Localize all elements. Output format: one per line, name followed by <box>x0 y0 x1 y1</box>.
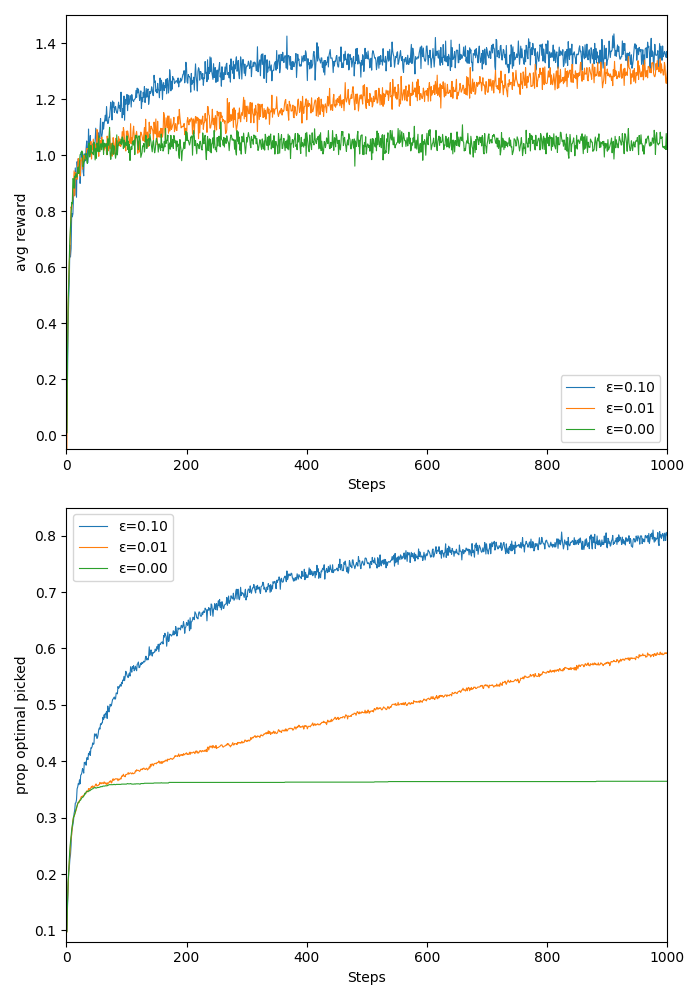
ε=0.10 <box>327 564 335 576</box>
Line: ε=0.10: ε=0.10 <box>67 530 667 932</box>
ε=0.10 <box>305 568 314 580</box>
ε=0.01 <box>663 64 671 76</box>
ε=0.00 <box>542 776 550 788</box>
ε=0.10 <box>531 538 540 550</box>
ε=0.01 <box>531 668 540 680</box>
ε=0.10 <box>124 89 132 101</box>
ε=0.10 <box>531 43 540 55</box>
ε=0.00 <box>663 138 671 150</box>
ε=0.10 <box>663 530 671 542</box>
ε=0.01 <box>63 926 71 938</box>
Legend: ε=0.10, ε=0.01, ε=0.00: ε=0.10, ε=0.01, ε=0.00 <box>561 375 661 442</box>
ε=0.01 <box>63 444 71 456</box>
ε=0.01 <box>542 667 550 679</box>
ε=0.10 <box>63 926 71 938</box>
ε=0.01 <box>305 98 314 110</box>
ε=0.00 <box>531 129 540 141</box>
Line: ε=0.10: ε=0.10 <box>67 34 667 433</box>
Line: ε=0.00: ε=0.00 <box>67 781 667 931</box>
ε=0.01 <box>327 713 335 725</box>
ε=0.00 <box>63 427 71 439</box>
ε=0.00 <box>476 132 484 144</box>
ε=0.10 <box>124 672 132 684</box>
ε=0.01 <box>531 58 540 70</box>
ε=0.01 <box>327 99 335 111</box>
ε=0.00 <box>531 776 540 788</box>
Y-axis label: prop optimal picked: prop optimal picked <box>15 655 29 794</box>
ε=0.01 <box>624 50 633 62</box>
Line: ε=0.01: ε=0.01 <box>67 652 667 932</box>
ε=0.10 <box>475 40 484 52</box>
ε=0.01 <box>124 128 132 140</box>
ε=0.00 <box>63 925 71 937</box>
ε=0.00 <box>663 775 671 787</box>
Line: ε=0.00: ε=0.00 <box>67 122 667 433</box>
ε=0.10 <box>63 427 71 439</box>
X-axis label: Steps: Steps <box>347 478 386 492</box>
ε=0.00 <box>124 778 132 790</box>
ε=0.00 <box>328 139 336 151</box>
ε=0.00 <box>327 776 335 788</box>
ε=0.00 <box>305 776 314 788</box>
ε=0.00 <box>542 130 551 142</box>
ε=0.01 <box>475 78 484 90</box>
ε=0.10 <box>542 38 550 50</box>
ε=0.10 <box>649 524 657 536</box>
ε=0.10 <box>610 28 618 40</box>
Line: ε=0.01: ε=0.01 <box>67 56 667 450</box>
ε=0.10 <box>663 48 671 60</box>
ε=0.01 <box>475 681 484 693</box>
Legend: ε=0.10, ε=0.01, ε=0.00: ε=0.10, ε=0.01, ε=0.00 <box>74 514 173 581</box>
Y-axis label: avg reward: avg reward <box>15 193 29 271</box>
ε=0.00 <box>592 775 601 787</box>
ε=0.00 <box>306 137 314 149</box>
ε=0.01 <box>124 767 132 779</box>
ε=0.01 <box>656 646 664 658</box>
X-axis label: Steps: Steps <box>347 971 386 985</box>
ε=0.01 <box>663 646 671 658</box>
ε=0.01 <box>542 77 550 89</box>
ε=0.00 <box>216 116 225 128</box>
ε=0.10 <box>327 52 335 64</box>
ε=0.00 <box>124 135 132 147</box>
ε=0.01 <box>305 720 314 732</box>
ε=0.10 <box>542 534 550 546</box>
ε=0.10 <box>475 539 484 551</box>
ε=0.10 <box>305 63 314 75</box>
ε=0.00 <box>475 776 484 788</box>
